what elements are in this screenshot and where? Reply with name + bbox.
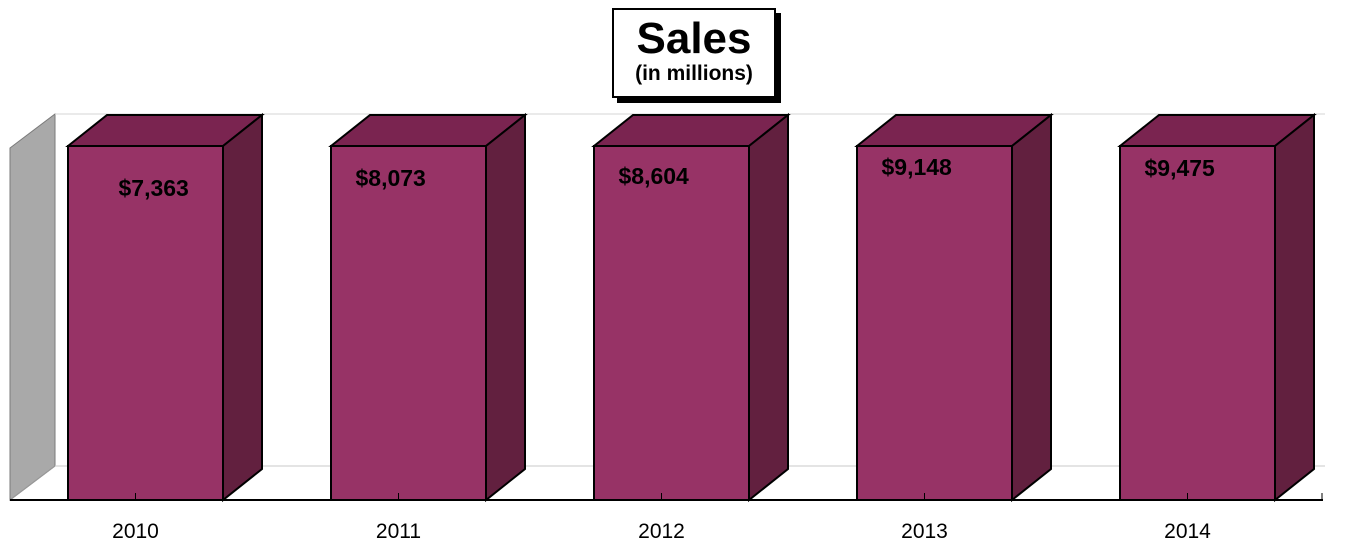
- value-label-2012: $8,604: [619, 163, 690, 189]
- value-label-2013: $9,148: [882, 154, 953, 180]
- bar-2013: [854, 112, 1054, 503]
- chart-subtitle: (in millions): [635, 62, 753, 85]
- category-label-2013: 2013: [901, 520, 948, 543]
- bar-2012: [591, 112, 791, 503]
- bar-2010: [65, 112, 265, 503]
- chart-title: Sales: [636, 14, 752, 63]
- bar-side-face: [1011, 112, 1052, 503]
- floor-left-edge: [9, 465, 56, 501]
- category-label-2011: 2011: [376, 520, 421, 543]
- chart-side-wall: [9, 112, 56, 502]
- bar-side-face: [485, 112, 526, 503]
- category-label-2010: 2010: [112, 520, 159, 543]
- value-label-2014: $9,475: [1145, 155, 1216, 181]
- bar-2011: [328, 112, 528, 503]
- bar-front-face: [593, 145, 750, 501]
- category-label-2014: 2014: [1164, 520, 1211, 543]
- bar-side-face: [748, 112, 789, 503]
- bar-front-face: [330, 145, 487, 501]
- bar-side-face: [222, 112, 263, 503]
- value-label-2010: $7,363: [119, 175, 189, 201]
- bar-2014: [1117, 112, 1317, 503]
- bar-front-face: [856, 145, 1013, 501]
- category-label-2012: 2012: [638, 520, 685, 543]
- value-label-2011: $8,073: [356, 165, 426, 191]
- bar-front-face: [1119, 145, 1276, 501]
- bar-side-face: [1274, 112, 1315, 503]
- chart-title-box: Sales (in millions): [612, 8, 776, 98]
- bar-front-face: [67, 145, 224, 501]
